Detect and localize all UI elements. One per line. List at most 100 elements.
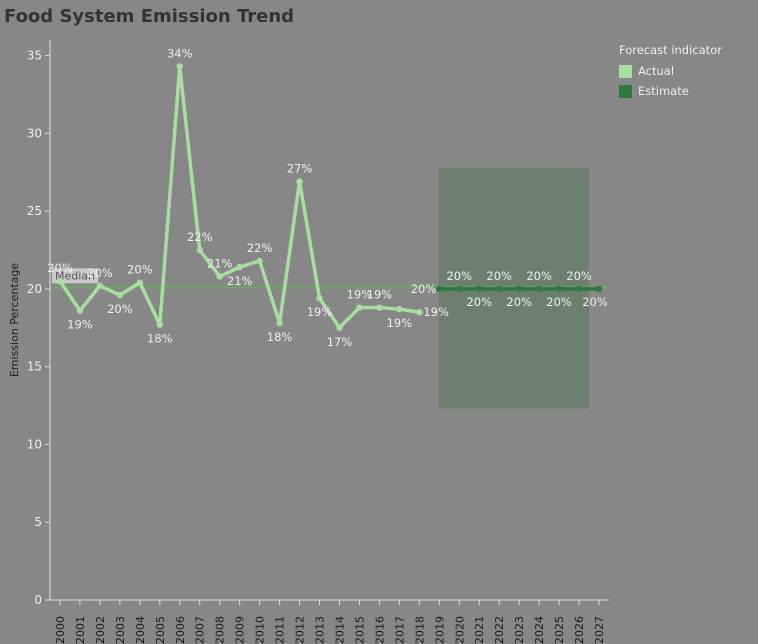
actual-data-label: 18% (147, 332, 173, 346)
actual-data-label: 21% (227, 274, 253, 288)
actual-point (176, 63, 183, 70)
legend-item-actual[interactable]: Actual (619, 61, 722, 81)
actual-data-label: 19% (67, 318, 93, 332)
y-axis-label: Emission Percentage (8, 263, 21, 378)
estimate-point (495, 285, 503, 293)
y-tick-label: 10 (27, 437, 42, 451)
estimate-point (436, 285, 443, 293)
x-tick-label: 2026 (573, 616, 586, 644)
y-tick-label: 30 (27, 126, 42, 140)
x-tick-label: 2020 (453, 616, 466, 644)
chart-title: Food System Emission Trend (4, 6, 295, 27)
actual-point (396, 305, 403, 313)
actual-point (296, 178, 303, 185)
estimate-data-label: 20% (411, 282, 437, 296)
legend-title: Forecast indicator (619, 43, 722, 57)
estimate-data-label: 20% (526, 269, 552, 283)
x-tick-label: 2001 (74, 616, 87, 644)
estimate-data-label: 20% (466, 295, 492, 309)
actual-point (256, 257, 263, 265)
x-tick-label: 2006 (174, 616, 187, 644)
actual-data-label: 19% (307, 305, 333, 319)
actual-point (276, 319, 283, 327)
actual-data-label: 19% (387, 316, 413, 330)
x-tick-label: 2024 (533, 616, 546, 644)
y-tick-label: 0 (34, 593, 42, 607)
legend-item-estimate[interactable]: Estimate (619, 81, 722, 101)
actual-point (236, 263, 243, 271)
x-tick-label: 2009 (234, 616, 247, 644)
actual-data-label: 22% (247, 241, 273, 255)
x-tick-label: 2025 (553, 616, 566, 644)
legend: Forecast indicator Actual Estimate (619, 43, 722, 101)
estimate-data-label: 20% (486, 269, 512, 283)
actual-point (76, 307, 84, 314)
estimate-data-label: 20% (506, 295, 532, 309)
x-tick-label: 2000 (54, 616, 67, 644)
actual-data-label: 21% (207, 256, 233, 270)
legend-swatch-estimate (619, 84, 632, 98)
estimate-data-label: 20% (566, 269, 592, 283)
actual-data-label: 19% (347, 288, 373, 302)
actual-data-label: 18% (267, 330, 293, 344)
x-tick-label: 2002 (94, 616, 107, 644)
y-tick-label: 5 (34, 515, 42, 529)
x-tick-label: 2003 (114, 616, 127, 644)
legend-label-actual: Actual (638, 64, 675, 78)
actual-point (116, 291, 124, 299)
y-tick-label: 20 (27, 282, 42, 296)
x-tick-label: 2022 (493, 616, 506, 644)
actual-point (56, 277, 64, 285)
actual-data-label: 19% (423, 305, 449, 319)
y-tick-label: 15 (27, 360, 42, 374)
estimate-point (595, 285, 603, 293)
actual-point (316, 295, 323, 302)
x-tick-label: 2011 (274, 616, 287, 644)
x-tick-label: 2007 (194, 616, 207, 644)
legend-label-estimate: Estimate (638, 84, 689, 98)
estimate-point (575, 285, 583, 293)
estimate-data-label: 20% (546, 295, 572, 309)
estimate-data-label: 20% (446, 269, 472, 283)
actual-point (96, 282, 104, 289)
median-label-bg (52, 268, 98, 284)
actual-point (136, 279, 144, 286)
x-tick-label: 2005 (154, 616, 167, 644)
actual-point (156, 321, 164, 328)
actual-point (216, 273, 223, 280)
x-tick-label: 2008 (214, 616, 227, 644)
estimate-point (555, 285, 563, 293)
actual-point (336, 324, 343, 331)
x-tick-label: 2015 (353, 616, 366, 644)
actual-data-label: 20% (47, 261, 73, 275)
estimate-point (456, 285, 463, 293)
x-tick-label: 2016 (373, 616, 386, 644)
y-tick-label: 25 (27, 204, 42, 218)
actual-data-label: 20% (107, 302, 133, 316)
actual-point (416, 309, 423, 316)
median-label: Median (55, 269, 95, 282)
actual-point (376, 304, 383, 311)
x-tick-label: 2021 (473, 616, 486, 644)
x-tick-label: 2017 (393, 616, 406, 644)
x-tick-label: 2027 (593, 616, 606, 644)
y-tick-label: 35 (27, 49, 42, 63)
actual-point (196, 246, 203, 254)
estimate-data-label: 20% (582, 295, 608, 309)
x-tick-label: 2013 (314, 616, 327, 644)
estimate-point (476, 285, 483, 293)
actual-data-label: 34% (167, 46, 193, 60)
actual-data-label: 27% (287, 162, 313, 176)
actual-point (356, 304, 363, 311)
x-tick-label: 2023 (513, 616, 526, 644)
x-tick-label: 2012 (294, 616, 307, 644)
x-tick-label: 2004 (134, 616, 147, 644)
legend-swatch-actual (619, 64, 632, 78)
estimate-point (535, 285, 543, 293)
x-tick-label: 2018 (413, 616, 426, 644)
actual-data-label: 22% (187, 230, 213, 244)
x-tick-label: 2019 (433, 616, 446, 644)
actual-data-label: 20% (87, 266, 113, 280)
x-tick-label: 2014 (333, 616, 346, 644)
